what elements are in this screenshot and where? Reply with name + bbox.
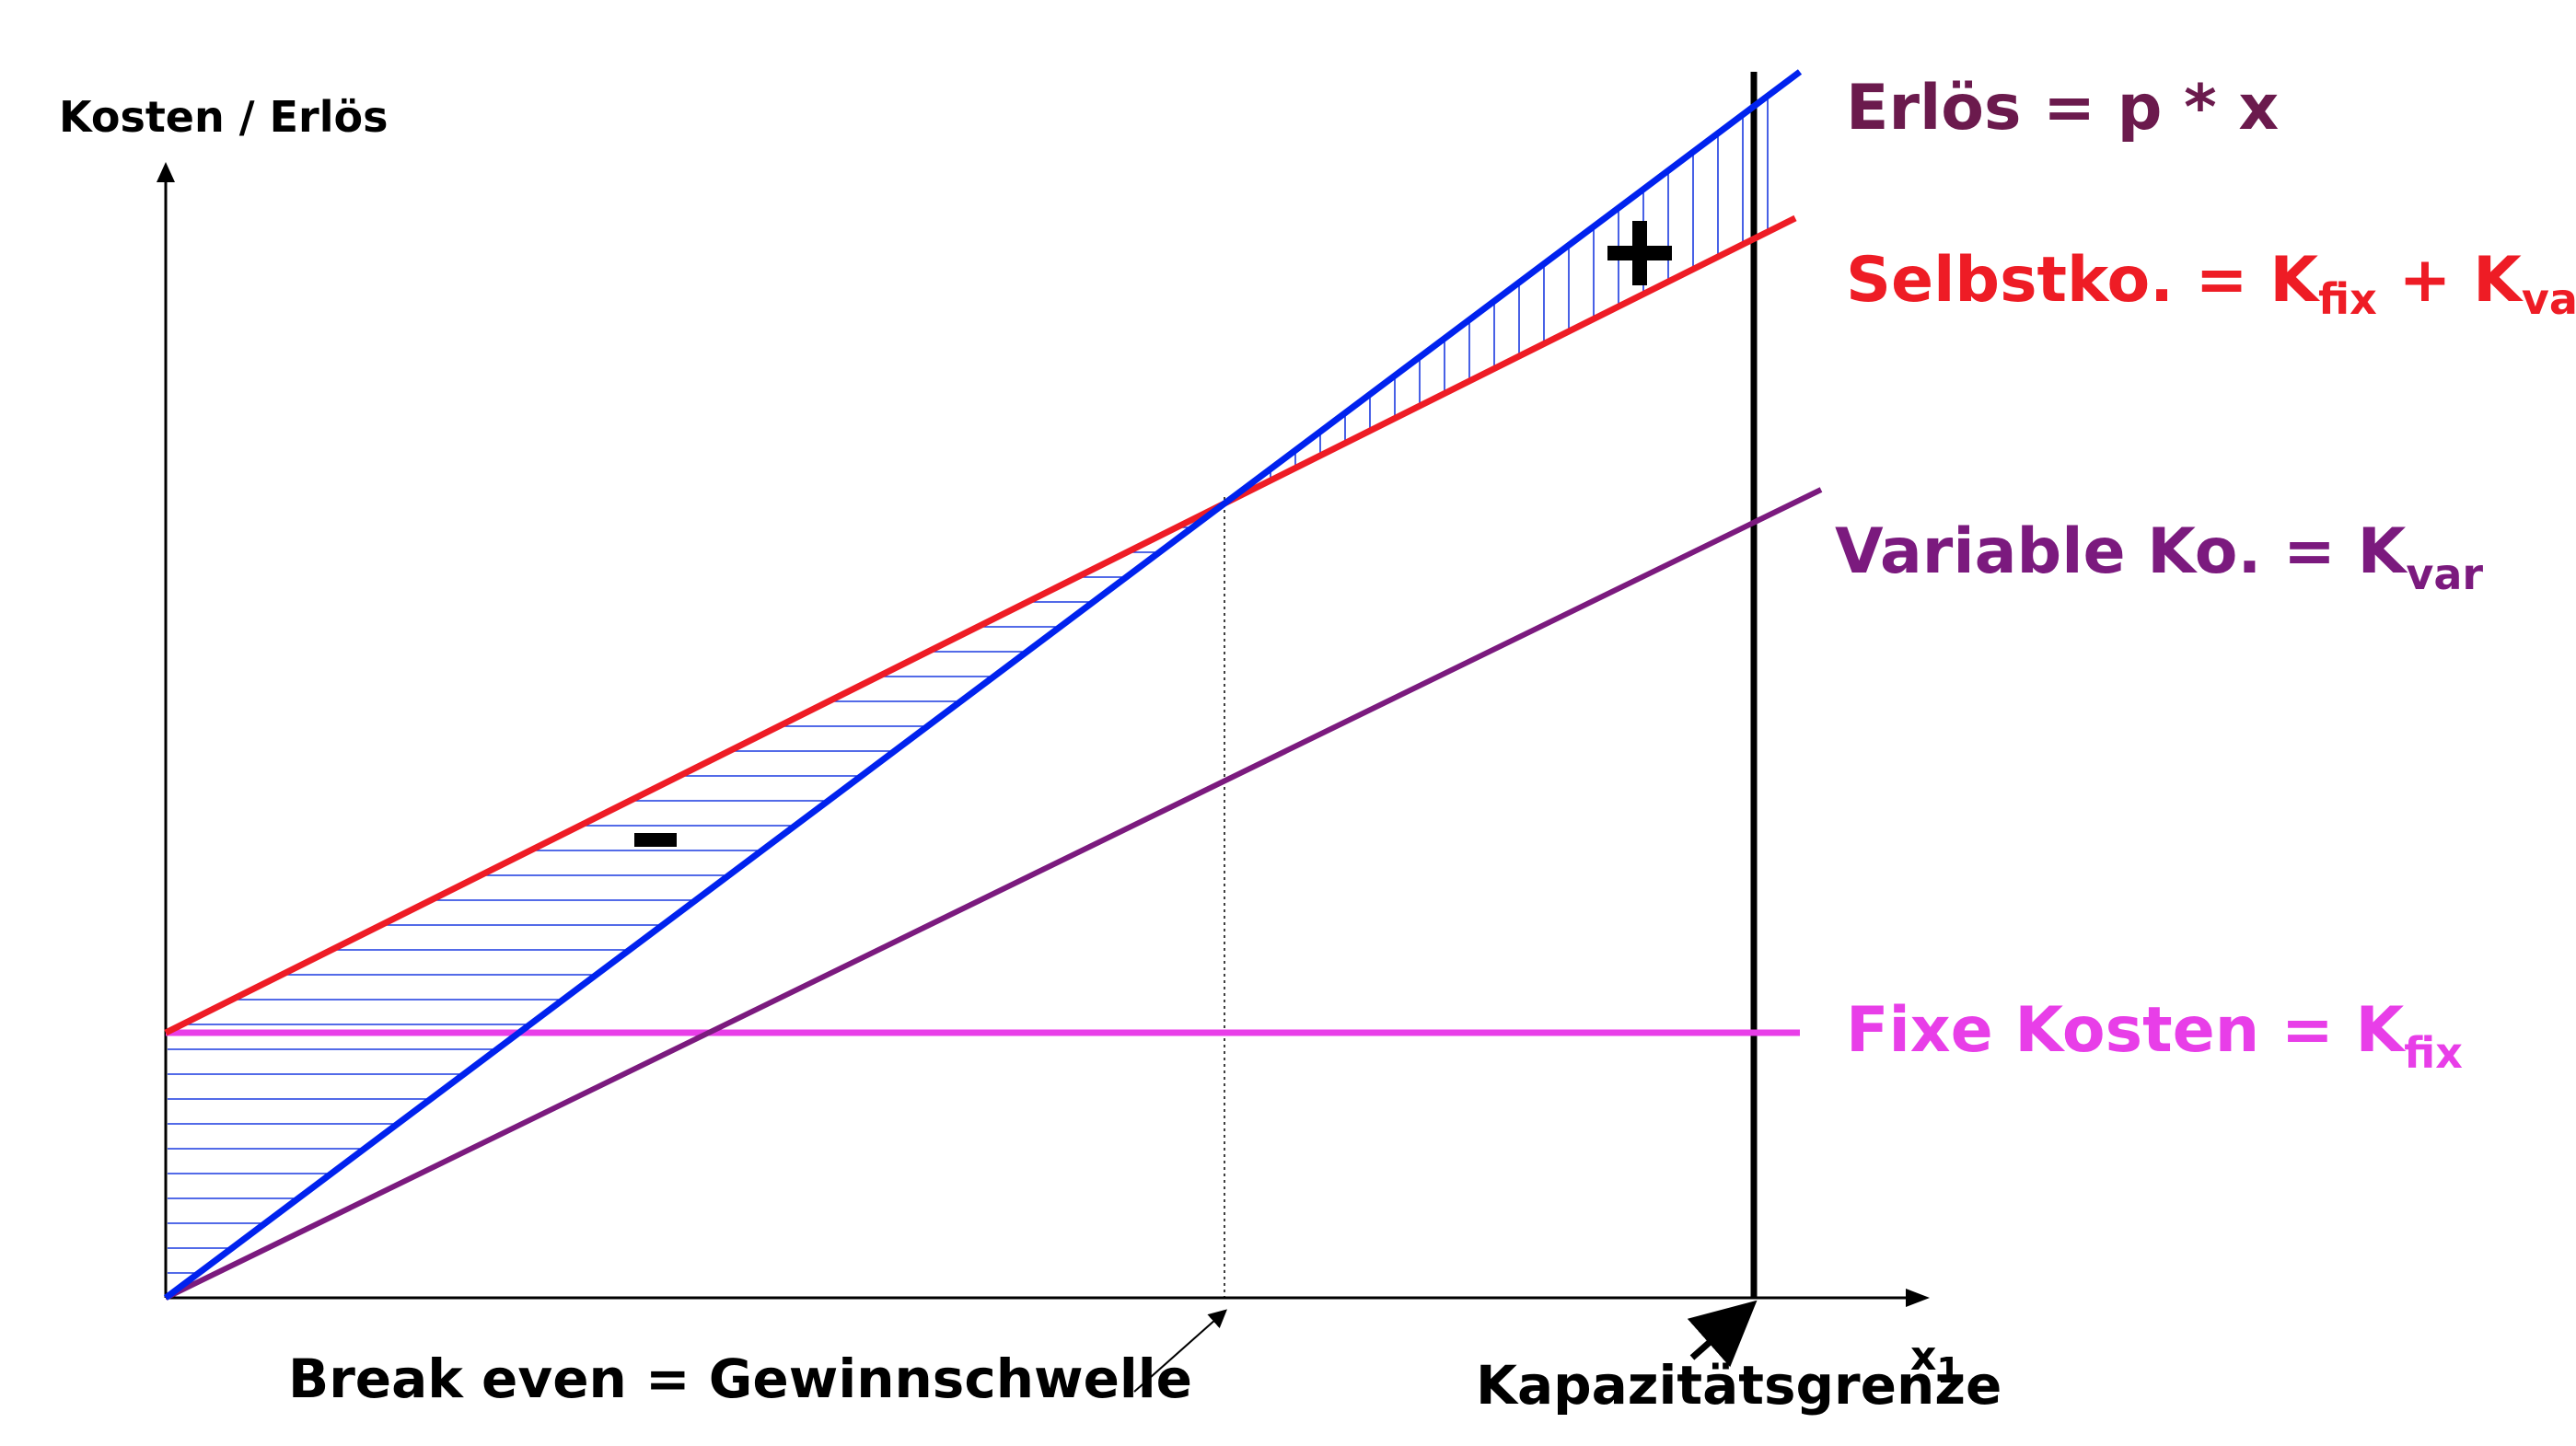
x-axis-label: x1 bbox=[1910, 1333, 1961, 1391]
y-axis-label: Kosten / Erlös bbox=[59, 92, 388, 142]
capacity-pointer bbox=[1687, 1300, 1758, 1368]
total-cost-label: Selbstko. = Kfix + Kvar bbox=[1846, 244, 2576, 324]
revenue-label: Erlös = p * x bbox=[1846, 72, 2279, 145]
loss-area-hatching bbox=[168, 526, 1193, 1274]
revenue-line bbox=[163, 69, 1803, 1301]
y-axis-arrowhead bbox=[157, 162, 175, 182]
total-cost-line bbox=[164, 214, 1797, 1036]
capacity-annotation: Kapazitätsgrenze bbox=[1476, 1354, 2002, 1417]
break-even-pointer bbox=[1133, 1309, 1227, 1393]
loss-marker-minus bbox=[634, 833, 677, 847]
profit-marker-plus-v bbox=[1632, 221, 1647, 285]
break-even-annotation: Break even = Gewinnschwelle bbox=[288, 1348, 1192, 1410]
variable-cost-line bbox=[164, 487, 1823, 1301]
variable-cost-label: Variable Ko. = Kvar bbox=[1835, 515, 2483, 599]
x-axis-arrowhead bbox=[1906, 1289, 1930, 1307]
fixed-cost-label: Fixe Kosten = Kfix bbox=[1846, 994, 2463, 1078]
